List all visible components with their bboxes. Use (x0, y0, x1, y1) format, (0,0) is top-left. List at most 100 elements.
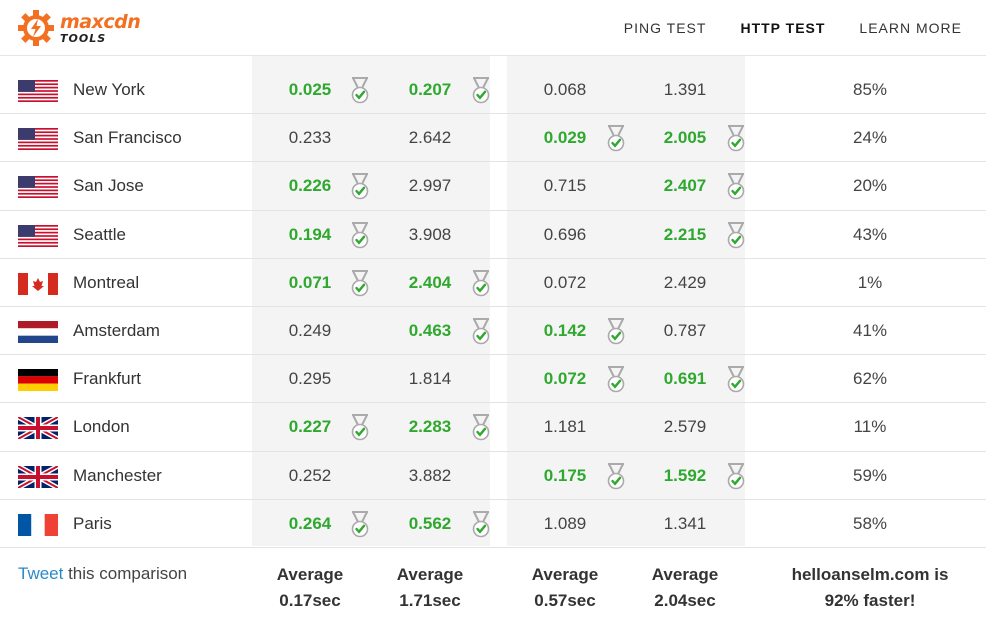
table-row: Frankfurt 0.295 1.814 0.072 0.691 62% (0, 355, 986, 404)
time-value: 2.429 (663, 272, 707, 292)
flag-gb-icon (18, 417, 58, 440)
medal-check-icon (607, 317, 625, 345)
time-value: 1.391 (663, 80, 707, 99)
table-row: Paris 0.264 0.562 1.089 1.341 58% (0, 500, 986, 548)
gear-bolt-icon (18, 10, 54, 46)
time-value: 0.072 (543, 369, 587, 389)
nav-http-test[interactable]: HTTP TEST (740, 20, 826, 36)
tweet-link[interactable]: Tweet (18, 564, 64, 583)
city-name: New York (73, 80, 145, 99)
medal-check-icon (351, 510, 369, 537)
time-value: 0.264 (288, 513, 332, 533)
average-value: 1.71sec (399, 591, 461, 610)
percent-faster: 59% (852, 465, 888, 485)
time-value: 0.068 (543, 80, 587, 99)
city-name: Montreal (73, 272, 140, 292)
flag-de-icon (18, 369, 58, 392)
time-value: 0.207 (408, 80, 452, 99)
percent-faster: 58% (852, 513, 888, 533)
percent-faster: 62% (852, 369, 888, 389)
footer: Tweet this comparison Average 0.17sec Av… (0, 558, 986, 620)
average-1: Average 0.17sec (250, 562, 370, 614)
flag-ca-icon (18, 272, 58, 295)
city-name: London (73, 417, 130, 437)
time-value: 1.592 (663, 465, 707, 485)
medal-check-icon (351, 269, 369, 297)
average-label: Average (531, 565, 599, 584)
medal-check-icon (727, 462, 745, 489)
medal-check-icon (351, 414, 369, 441)
summary-line-2: 92% faster! (824, 591, 916, 610)
medal-check-icon (351, 77, 369, 104)
percent-faster: 11% (853, 417, 887, 437)
time-value: 0.787 (663, 320, 707, 340)
average-2: Average 1.71sec (370, 562, 490, 614)
time-value: 1.814 (408, 369, 452, 389)
city-name: Paris (73, 513, 112, 533)
medal-check-icon (351, 173, 369, 200)
time-value: 0.696 (543, 224, 587, 244)
medal-check-icon (472, 414, 490, 441)
average-value: 2.04sec (654, 591, 716, 610)
nav-ping-test[interactable]: PING TEST (623, 20, 707, 36)
percent-faster: 24% (852, 128, 888, 148)
time-value: 0.295 (288, 369, 332, 389)
medal-check-icon (472, 269, 490, 297)
time-value: 0.463 (408, 320, 452, 340)
logo-sub: TOOLS (60, 31, 107, 45)
percent-faster: 1% (857, 272, 883, 292)
flag-us-icon (18, 224, 58, 247)
city-name: Frankfurt (73, 369, 142, 389)
table-row: London 0.227 2.283 1.181 2.579 11% (0, 403, 986, 452)
medal-check-icon (607, 366, 625, 393)
time-value: 0.194 (288, 224, 332, 244)
logo[interactable]: maxcdn TOOLS (16, 8, 141, 48)
time-value: 2.407 (663, 176, 707, 196)
time-value: 0.142 (543, 320, 587, 340)
column-shade-2 (507, 56, 745, 546)
percent-faster: 20% (852, 176, 888, 196)
time-value: 3.882 (408, 465, 452, 485)
time-value: 0.252 (288, 465, 332, 485)
column-shade-1 (252, 56, 490, 546)
medal-check-icon (607, 462, 625, 489)
medal-check-icon (727, 173, 745, 200)
table-row: Manchester 0.252 3.882 0.175 1.592 59% (0, 452, 986, 500)
time-value: 1.341 (663, 513, 707, 533)
logo-brand: maxcdn (60, 10, 141, 33)
summary: helloanselm.com is 92% faster! (770, 562, 970, 614)
table-row: Amsterdam 0.249 0.463 0.142 0.787 41% (0, 307, 986, 356)
flag-fr-icon (18, 513, 58, 536)
city-name: San Jose (73, 176, 144, 196)
table-row: Montreal 0.071 2.404 0.072 2.429 1% (0, 259, 986, 307)
top-nav: PING TEST HTTP TEST LEARN MORE (624, 20, 962, 36)
city-name: Manchester (73, 465, 162, 485)
time-value: 2.579 (663, 417, 707, 437)
time-value: 0.071 (288, 272, 332, 292)
medal-check-icon (607, 125, 625, 152)
results-table: New York 0.025 0.207 0.068 1.391 85% San Franc… (0, 66, 986, 548)
percent-faster: 85% (852, 80, 888, 99)
time-value: 0.249 (288, 320, 332, 340)
average-value: 0.17sec (279, 591, 341, 610)
table-row: Seattle 0.194 3.908 0.696 2.215 43% (0, 211, 986, 259)
time-value: 2.215 (663, 224, 707, 244)
medal-check-icon (727, 366, 745, 393)
time-value: 2.283 (408, 417, 452, 437)
medal-check-icon (351, 221, 369, 248)
time-value: 2.997 (408, 176, 452, 196)
time-value: 3.908 (408, 224, 452, 244)
nav-learn-more[interactable]: LEARN MORE (859, 20, 962, 36)
tweet-line: Tweet this comparison (18, 564, 187, 584)
time-value: 0.175 (543, 465, 587, 485)
time-value: 0.691 (663, 369, 707, 389)
medal-check-icon (472, 317, 490, 345)
average-3: Average 0.57sec (505, 562, 625, 614)
flag-us-icon (18, 128, 58, 151)
flag-us-icon (18, 176, 58, 199)
table-row: San Jose 0.226 2.997 0.715 2.407 20% (0, 162, 986, 211)
flag-nl-icon (18, 320, 58, 343)
city-name: San Francisco (73, 128, 182, 148)
average-label: Average (651, 565, 719, 584)
average-label: Average (396, 565, 464, 584)
